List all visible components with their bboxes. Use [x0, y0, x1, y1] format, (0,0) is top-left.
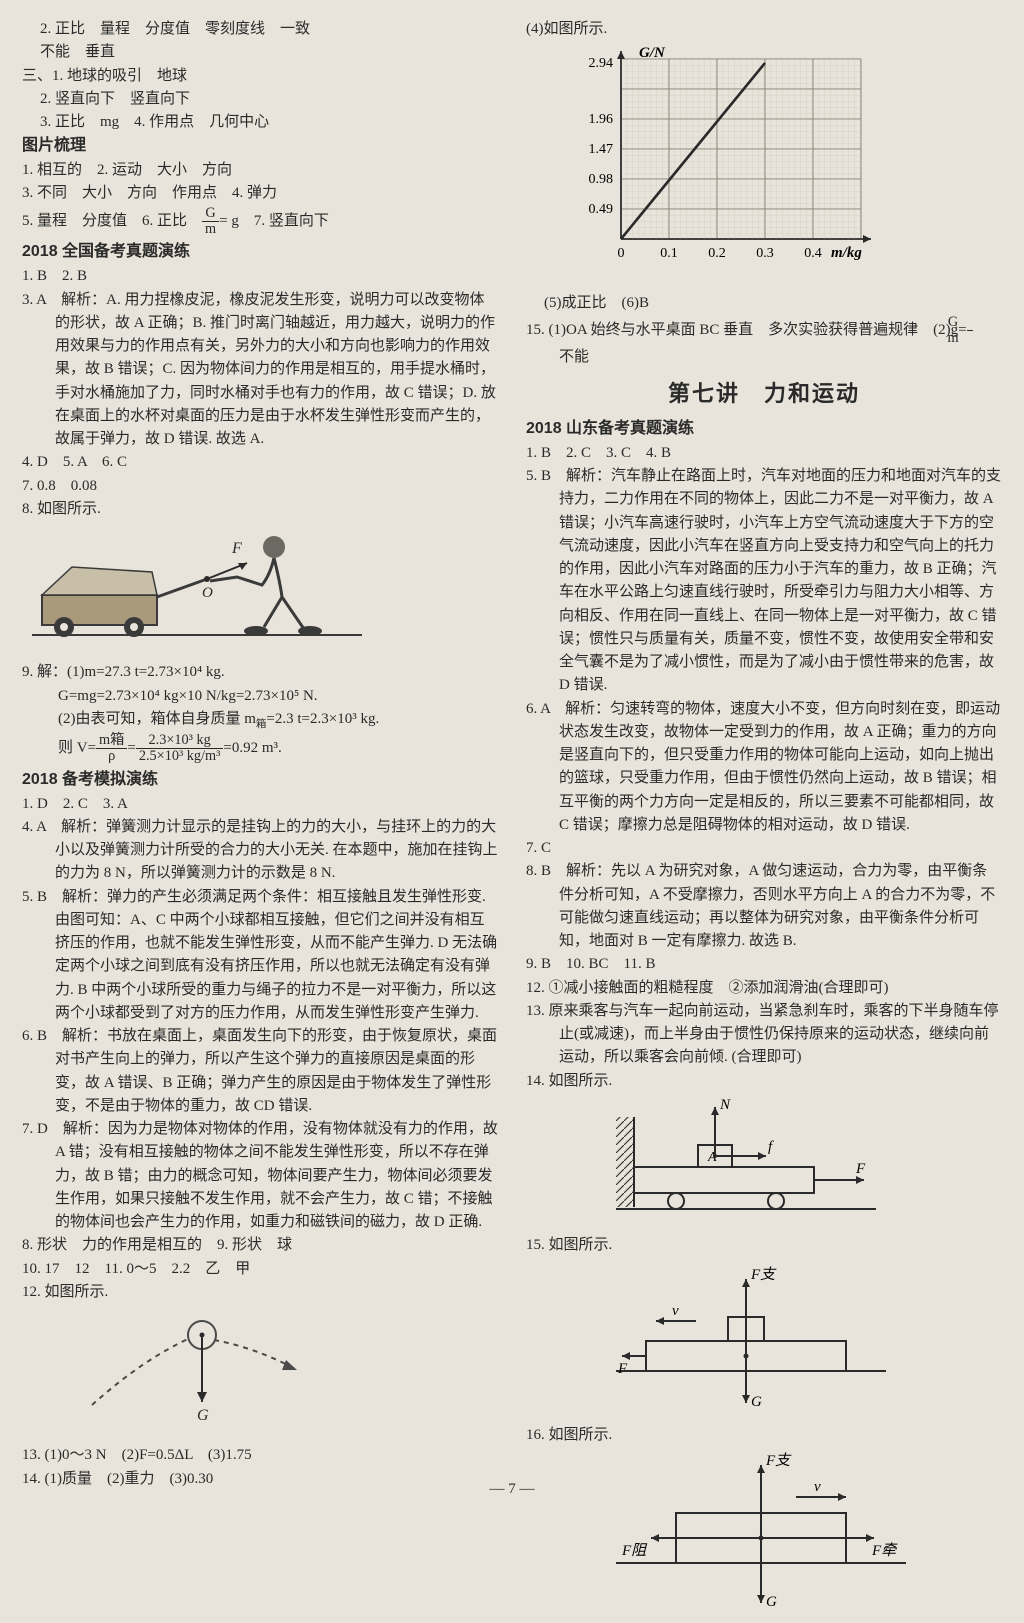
svg-text:F: F	[231, 540, 242, 557]
svg-text:F阻: F阻	[621, 1542, 648, 1559]
explanation-block: 13. 原来乘客与汽车一起向前运动，当紧急刹车时，乘客的下半身随车停止(或减速)…	[526, 1000, 1002, 1070]
text-line: 16. 如图所示.	[526, 1424, 1002, 1447]
text-line: 7. 0.8 0.08	[22, 475, 498, 498]
explanation-block: 5. B 解析：弹力的产生必须满足两个条件：相互接触且发生弹性形变. 由图可知：…	[22, 886, 498, 1026]
text-line: 9. B 10. BC 11. B	[526, 953, 1002, 976]
text-line: (2)由表可知，箱体自身质量 m箱=2.3 t=2.3×10³ kg.	[22, 708, 498, 733]
svg-text:1.96: 1.96	[589, 112, 614, 127]
section-title: 2018 山东备考真题演练	[526, 417, 1002, 442]
svg-text:G: G	[751, 1394, 762, 1410]
text-line: 12. 如图所示.	[22, 1281, 498, 1304]
explanation-block: 4. A 解析：弹簧测力计显示的是挂钩上的力的大小，与挂环上的力的大小以及弹簧测…	[22, 816, 498, 886]
svg-text:G/N: G/N	[639, 47, 666, 61]
text-line: 1. B 2. C 3. C 4. B	[526, 442, 1002, 465]
svg-text:2.94: 2.94	[589, 56, 614, 71]
svg-text:F支: F支	[750, 1266, 777, 1283]
text-line: 12. ①减小接触面的粗糙程度 ②添加润滑油(合理即可)	[526, 977, 1002, 1000]
text-line: 4. D 5. A 6. C	[22, 451, 498, 474]
figure-cart: F O	[32, 527, 498, 655]
text-line: 14. 如图所示.	[526, 1070, 1002, 1093]
svg-text:F: F	[855, 1161, 866, 1177]
svg-text:1.47: 1.47	[589, 142, 614, 157]
svg-text:v: v	[672, 1303, 679, 1319]
text-line: 1. 相互的 2. 运动 大小 方向	[22, 159, 498, 182]
text-line: 5. 量程 分度值 6. 正比 Gm= g 7. 竖直向下	[22, 206, 498, 237]
explanation-block: 6. A 解析：匀速转弯的物体，速度大小不变，但方向时刻在变，即运动状态发生改变…	[526, 698, 1002, 838]
svg-text:0: 0	[618, 246, 625, 261]
text-line: 不能 垂直	[22, 41, 498, 64]
text-line: 10. 17 12 11. 0～5 2.2 乙 甲	[22, 1258, 498, 1281]
text-line: 1. B 2. B	[22, 265, 498, 288]
text-line: 则 V=m箱ρ=2.3×10³ kg2.5×10³ kg/m³=0.92 m³.	[22, 733, 498, 764]
text-line: 7. C	[526, 837, 1002, 860]
text-line: 1. D 2. C 3. A	[22, 793, 498, 816]
svg-text:F支: F支	[765, 1452, 792, 1469]
left-column: 2. 正比 量程 分度值 零刻度线 一致 不能 垂直 三、1. 地球的吸引 地球…	[22, 18, 498, 1623]
text-line: (5)成正比 (6)B	[526, 292, 1002, 315]
svg-text:0.49: 0.49	[589, 202, 614, 217]
text-line: 2. 竖直向下 竖直向下	[22, 88, 498, 111]
text-line: 13. (1)0～3 N (2)F=0.5ΔL (3)1.75	[22, 1444, 498, 1467]
text-line: 8. 形状 力的作用是相互的 9. 形状 球	[22, 1234, 498, 1257]
svg-text:f: f	[768, 1139, 774, 1155]
text-line: 9. 解：(1)m=27.3 t=2.73×10⁴ kg.	[22, 661, 498, 684]
svg-text:0.1: 0.1	[660, 246, 678, 261]
page-number: — 7 —	[0, 1478, 1024, 1501]
figure-16: F支 G F阻 F牵 v	[616, 1451, 1002, 1619]
text-line: 3. 正比 mg 4. 作用点 几何中心	[22, 111, 498, 134]
explanation-block: 3. A 解析：A. 用力捏橡皮泥，橡皮泥发生形变，说明力可以改变物体的形状，故…	[22, 289, 498, 452]
text-line: 8. 如图所示.	[22, 498, 498, 521]
explanation-block: 8. B 解析：先以 A 为研究对象，A 做匀速运动，合力为零，由平衡条件分析可…	[526, 860, 1002, 953]
figure-graph: 2.94 1.96 1.47 0.98 0.49 0 0.1 0.2 0.3 0…	[566, 47, 1002, 285]
svg-text:m/kg: m/kg	[831, 245, 862, 261]
text-line: (4)如图所示.	[526, 18, 1002, 41]
svg-text:O: O	[202, 585, 213, 601]
text-line: 15. 如图所示.	[526, 1234, 1002, 1257]
explanation-block: 7. D 解析：因为力是物体对物体的作用，没有物体就没有力的作用，故 A 错；没…	[22, 1118, 498, 1234]
explanation-block: 6. B 解析：书放在桌面上，桌面发生向下的形变，由于恢复原状，桌面对书产生向上…	[22, 1025, 498, 1118]
text-line: 15. (1)OA 始终与水平桌面 BC 垂直 多次实验获得普遍规律 (2)g=…	[526, 315, 1002, 369]
svg-text:F牵: F牵	[871, 1542, 898, 1559]
explanation-block: 5. B 解析：汽车静止在路面上时，汽车对地面的压力和地面对汽车的支持力，二力作…	[526, 465, 1002, 698]
figure-15: F支 G F v	[616, 1261, 1002, 1419]
svg-text:0.4: 0.4	[804, 246, 822, 261]
svg-text:N: N	[719, 1097, 731, 1113]
svg-text:0.3: 0.3	[756, 246, 774, 261]
right-column: (4)如图所示.	[526, 18, 1002, 1623]
text-line: 三、1. 地球的吸引 地球	[22, 65, 498, 88]
svg-text:F: F	[617, 1361, 628, 1377]
svg-text:G: G	[766, 1594, 777, 1610]
text-line: G=mg=2.73×10⁴ kg×10 N/kg=2.73×10⁵ N.	[22, 685, 498, 708]
svg-text:0.98: 0.98	[589, 172, 614, 187]
figure-14: A N f F	[616, 1097, 1002, 1230]
section-title: 2018 全国备考真题演练	[22, 240, 498, 265]
svg-text:G: G	[197, 1407, 209, 1424]
text-line: 3. 不同 大小 方向 作用点 4. 弹力	[22, 182, 498, 205]
chapter-title: 第七讲 力和运动	[526, 377, 1002, 411]
figure-pendulum: G	[82, 1310, 498, 1438]
section-title: 2018 备考模拟演练	[22, 768, 498, 793]
svg-text:0.2: 0.2	[708, 246, 726, 261]
text-line: 2. 正比 量程 分度值 零刻度线 一致	[22, 18, 498, 41]
section-title: 图片梳理	[22, 134, 498, 159]
